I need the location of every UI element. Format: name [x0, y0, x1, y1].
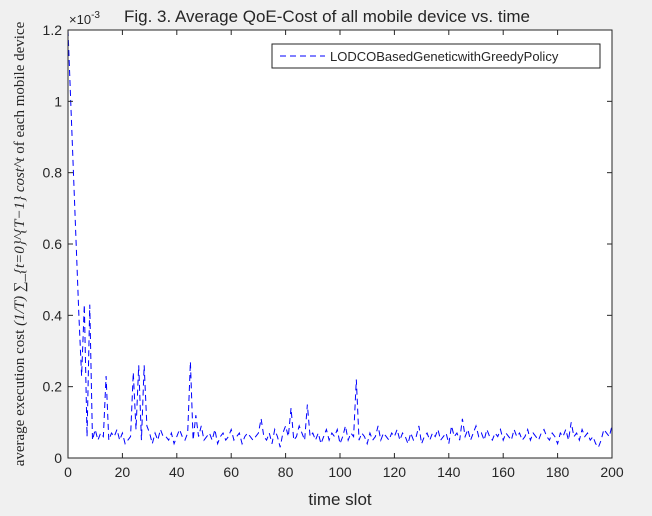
series-layer: [67, 29, 613, 449]
x-tick-label: 20: [115, 464, 131, 480]
x-tick-label: 80: [278, 464, 294, 480]
y-axis-label-prefix: average execution cost: [12, 326, 28, 466]
x-tick-label: 160: [492, 464, 516, 480]
x-tick-label: 120: [383, 464, 407, 480]
plot-area: [68, 30, 612, 458]
legend-box: [271, 43, 601, 69]
y-tick-label: 0.8: [43, 165, 63, 181]
y-exponent-label: ×10-3: [69, 10, 100, 27]
x-axis-label: time slot: [308, 490, 372, 509]
legend-label: LODCOBasedGeneticwithGreedyPolicy: [330, 49, 559, 64]
y-axis-label-math: (1/T) ∑_{t=0}^{T−1} cost^t: [12, 157, 28, 326]
y-tick-label: 0.6: [43, 236, 63, 252]
y-tick-label: 0.2: [43, 379, 63, 395]
x-tick-label: 140: [437, 464, 461, 480]
y-tick-label: 0: [54, 450, 62, 466]
tick-label-layer: 0 20 40 60 80 100 120 140 160 180 200 0 0.2 0.4 0.6 0.8…: [43, 22, 624, 480]
y-axis-label-suffix: of each mobile device: [12, 21, 28, 157]
axes-layer: [67, 29, 613, 459]
x-tick-label: 200: [600, 464, 624, 480]
chart-title: Fig. 3. Average QoE-Cost of all mobile d…: [124, 7, 530, 26]
x-tick-label: 60: [223, 464, 239, 480]
y-tick-label: 1: [54, 93, 62, 109]
x-tick-label: 100: [328, 464, 352, 480]
y-axis-label: average execution cost (1/T) ∑_{t=0}^{T−…: [12, 21, 28, 466]
x-tick-label: 40: [169, 464, 185, 480]
y-tick-label: 0.4: [43, 307, 63, 323]
legend: LODCOBasedGeneticwithGreedyPolicy: [271, 43, 601, 69]
y-tick-label: 1.2: [43, 22, 63, 38]
series-line: [67, 29, 613, 449]
x-tick-label: 180: [546, 464, 570, 480]
x-tick-label: 0: [64, 464, 72, 480]
